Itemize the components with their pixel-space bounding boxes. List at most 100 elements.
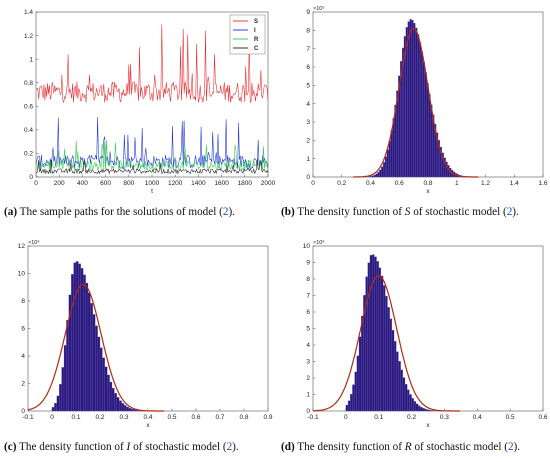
- chart-d-bar: [415, 403, 419, 412]
- caption-d-ref[interactable]: 2: [507, 441, 514, 453]
- chart-b-bar: [426, 83, 429, 178]
- chart-c-bar: [56, 395, 60, 412]
- chart-b-bar: [388, 140, 391, 178]
- chart-b-bar: [371, 175, 374, 178]
- chart-c-axes: -0.1 0 0.1 0.2 0.3 0.4 0.5 0.6 0.7 0.8 0.902468101…: [18, 239, 273, 429]
- chart-d-bar: [409, 394, 412, 412]
- chart-c-xtick-label: 0.9: [263, 414, 272, 421]
- chart-d-ytick-label: 6: [306, 309, 310, 316]
- chart-d-bar: [361, 315, 364, 412]
- chart-c-bar: [92, 314, 96, 412]
- chart-c-bar: [102, 357, 105, 412]
- caption-a-ref[interactable]: 2: [222, 206, 229, 218]
- chart-b-xtick-label: 0.2: [337, 180, 346, 187]
- chart-b-ytick-label: 2: [306, 138, 310, 145]
- chart-d-fit-curve: [313, 275, 460, 412]
- chart-b-bar: [413, 22, 416, 178]
- chart-a-legend-label-I: I: [254, 28, 256, 34]
- chart-c-xtick-label: 0.4: [143, 414, 152, 421]
- chart-d-bar: [389, 318, 392, 412]
- caption-d-post: of stochastic model (: [411, 441, 508, 453]
- chart-d-bar: [385, 295, 388, 412]
- caption-c-label: (c): [4, 441, 17, 453]
- chart-c-bar: [114, 393, 117, 412]
- chart-d-bar: [400, 369, 403, 412]
- caption-a-label: (a): [4, 206, 18, 218]
- chart-a-ytick-label: 1: [29, 56, 33, 63]
- chart-d-bars: [345, 254, 436, 412]
- chart-c-bar: [54, 403, 57, 412]
- chart-c-bar: [116, 397, 120, 412]
- chart-d-plot-area: [312, 245, 544, 412]
- chart-d-bar: [402, 377, 406, 412]
- caption-d-end: ).: [513, 441, 521, 453]
- chart-c-ytick-label: 0: [21, 408, 25, 415]
- chart-c-bar: [63, 345, 67, 412]
- chart-a-ytick-label: 1.2: [24, 33, 33, 40]
- chart-c-bar: [109, 381, 113, 412]
- chart-d-bar: [422, 408, 425, 412]
- chart-a-ytick-label: 0.8: [24, 80, 33, 87]
- chart-c-bar: [73, 262, 77, 412]
- chart-d-bar: [391, 330, 395, 412]
- chart-d-ytick-label: 2: [306, 375, 310, 382]
- caption-c-pre: The density function of: [19, 441, 127, 453]
- chart-a-legend-label-S: S: [254, 19, 258, 25]
- chart-b-xtick-label: 0.6: [395, 180, 404, 187]
- chart-b-bar: [377, 172, 380, 178]
- chart-d-bar: [352, 384, 355, 412]
- chart-c-bar: [75, 261, 79, 412]
- chart-a-series-S: [35, 24, 269, 103]
- chart-d-bar: [428, 409, 432, 412]
- caption-b-ref[interactable]: 2: [506, 206, 513, 218]
- chart-c-ytick-label: 4: [21, 353, 25, 360]
- chart-c-bar: [61, 367, 65, 412]
- chart-c-bars: [51, 261, 144, 412]
- chart-b-bar: [373, 174, 376, 178]
- chart-a-legend-label-C: C: [254, 46, 259, 52]
- chart-d-bar: [376, 261, 379, 412]
- chart-b-xtick-label: 1.2: [481, 180, 490, 187]
- chart-b-bar: [407, 21, 410, 178]
- chart-panel-d: -0.1 0 0.1 0.2 0.3 0.4 0.5 0.6 0 1 2 3 4 5 6 7 8 9 10 x ×10⁶: [275, 234, 550, 439]
- chart-a-xtick-label: 0: [34, 180, 38, 187]
- chart-c-bar: [133, 409, 137, 412]
- chart-c-xtick-label: 0.7: [215, 414, 224, 421]
- caption-c-var: I: [126, 441, 131, 453]
- caption-c-ref[interactable]: 2: [226, 441, 233, 453]
- chart-b-ytick-label: 7: [306, 46, 310, 53]
- chart-c-xtick-label: 0.6: [191, 414, 200, 421]
- caption-a-text: The sample paths for the solutions of mo…: [19, 206, 223, 218]
- chart-d-bar: [426, 409, 430, 412]
- caption-c-end: ).: [232, 441, 239, 453]
- chart-c-bar: [104, 366, 108, 412]
- chart-d-bar: [380, 275, 384, 412]
- chart-c-bar: [119, 400, 122, 412]
- chart-a-xtick-label: 200: [54, 180, 65, 187]
- chart-d-bar: [372, 254, 375, 412]
- chart-c-bar: [51, 407, 55, 412]
- chart-d-ytick-label: 8: [306, 276, 310, 283]
- chart-d-ytick-label: 4: [306, 342, 310, 349]
- chart-b-ytick-label: 1: [306, 156, 310, 163]
- chart-d-ytick-label: 7: [306, 293, 310, 300]
- chart-a-xtick-label: 400: [77, 180, 88, 187]
- caption-b: (b) The density function of S of stochas…: [281, 206, 519, 218]
- chart-d-bar: [358, 336, 362, 412]
- caption-c-post: of stochastic model (: [130, 441, 227, 453]
- chart-b-bar: [409, 19, 412, 178]
- chart-a-xtick-label: 1600: [214, 180, 229, 187]
- chart-b-ytick-label: 3: [306, 119, 310, 126]
- chart-d-bar: [365, 276, 368, 412]
- chart-b-xlabel: x: [426, 188, 430, 195]
- chart-c-bar: [90, 303, 93, 412]
- caption-d: (d) The density function of R of stochas…: [281, 441, 520, 453]
- chart-a-legend-box: [229, 14, 266, 55]
- chart-a-ytick-label: 0.6: [24, 103, 33, 110]
- chart-d-bar: [387, 307, 390, 412]
- chart-panel-a: 0 200 400 600 800 1000 1200 1400 1600 1800 2000 0 0.…: [0, 0, 276, 210]
- chart-b-xtick-label: 1: [455, 180, 459, 187]
- chart-b-svg: 0 0.2 0.4 0.6 0.8 1 1.2 1.4 1.6 0 1 2 3 4 5 6 7 8 9 x ×10⁵: [306, 5, 548, 195]
- chart-b-bar: [422, 61, 425, 178]
